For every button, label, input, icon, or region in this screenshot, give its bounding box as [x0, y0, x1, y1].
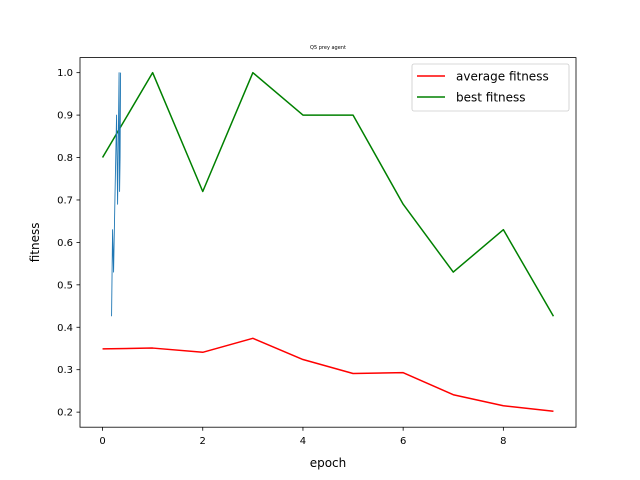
y-tick-label: 0.4: [57, 323, 73, 334]
series-line-best-fitness: [101, 71, 555, 317]
chart-title: Q5 prey agent: [310, 45, 346, 51]
x-tick-label: 8: [500, 436, 506, 447]
y-tick-label: 0.5: [57, 280, 73, 291]
series-layer: [101, 71, 555, 413]
x-tick-label: 0: [99, 436, 105, 447]
y-tick-label: 1.0: [57, 68, 73, 79]
y-tick-label: 0.6: [57, 238, 73, 249]
y-axis-label: fitness: [28, 223, 42, 263]
x-axis: 0 2 4 6 8: [99, 427, 507, 447]
y-tick-label: 0.7: [57, 195, 73, 206]
series-line-average-fitness: [102, 337, 554, 413]
x-tick-label: 6: [400, 436, 406, 447]
y-tick-label: 0.2: [57, 408, 73, 419]
y-tick-label: 0.3: [57, 365, 73, 376]
y-axis: 0.2 0.3 0.4 0.5 0.6 0.7 0.8 0.9 1.0: [57, 68, 80, 419]
x-axis-label: epoch: [310, 456, 347, 470]
legend-label: average fitness: [456, 69, 549, 83]
unlabeled-series-line: [111, 72, 122, 317]
y-tick-label: 0.8: [57, 153, 73, 164]
x-tick-label: 4: [300, 436, 306, 447]
legend-label: best fitness: [456, 90, 526, 104]
x-tick-label: 2: [200, 436, 206, 447]
legend-box: [411, 63, 570, 112]
y-tick-label: 0.9: [57, 111, 73, 122]
legend: average fitness best fitness: [411, 63, 570, 112]
